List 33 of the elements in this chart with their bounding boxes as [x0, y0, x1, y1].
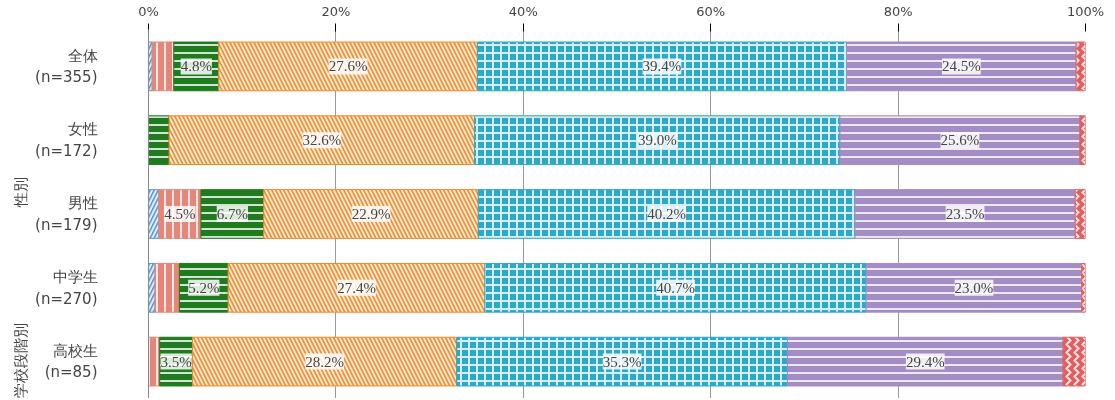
- data-label: 29.4%: [905, 353, 945, 370]
- data-label: 39.4%: [642, 58, 682, 75]
- data-label: 40.7%: [656, 279, 695, 296]
- data-label: 22.9%: [351, 206, 391, 222]
- y-tick-label: 中学生 (n=270): [35, 268, 98, 308]
- data-label: 23.5%: [945, 206, 985, 222]
- data-label: 25.6%: [940, 132, 980, 149]
- y-tick-label: 女性 (n=172): [35, 120, 98, 160]
- data-label: 23.0%: [954, 279, 994, 296]
- y-tick-label: 全体 (n=355): [35, 46, 98, 87]
- x-tick-label: 60%: [696, 3, 726, 19]
- x-tick-label: 100%: [1066, 3, 1105, 19]
- text: 性別: [12, 177, 31, 209]
- data-label: 3.5%: [160, 353, 192, 370]
- data-label: 6.7%: [216, 206, 248, 222]
- data-label: 39.0%: [637, 132, 677, 149]
- data-label: 28.2%: [305, 353, 345, 370]
- data-label: 4.5%: [164, 206, 196, 222]
- data-label: 27.6%: [328, 58, 368, 75]
- x-tick-label: 40%: [508, 3, 538, 19]
- data-label: 24.5%: [941, 58, 981, 75]
- text: 学校段階別: [12, 323, 31, 399]
- data-label: 32.6%: [302, 132, 342, 149]
- x-tick-label: 20%: [321, 3, 351, 19]
- data-label: 35.3%: [602, 353, 642, 370]
- data-label: 40.2%: [647, 206, 687, 222]
- x-tick-label: 0%: [138, 3, 159, 19]
- data-label: 5.2%: [188, 279, 220, 296]
- x-tick-label: 80%: [883, 3, 913, 19]
- data-label: 4.8%: [180, 58, 212, 75]
- y-tick-label: 高校生 (n=85): [44, 341, 98, 382]
- data-label: 27.4%: [337, 279, 376, 296]
- y-tick-label: 男性 (n=179): [35, 194, 98, 234]
